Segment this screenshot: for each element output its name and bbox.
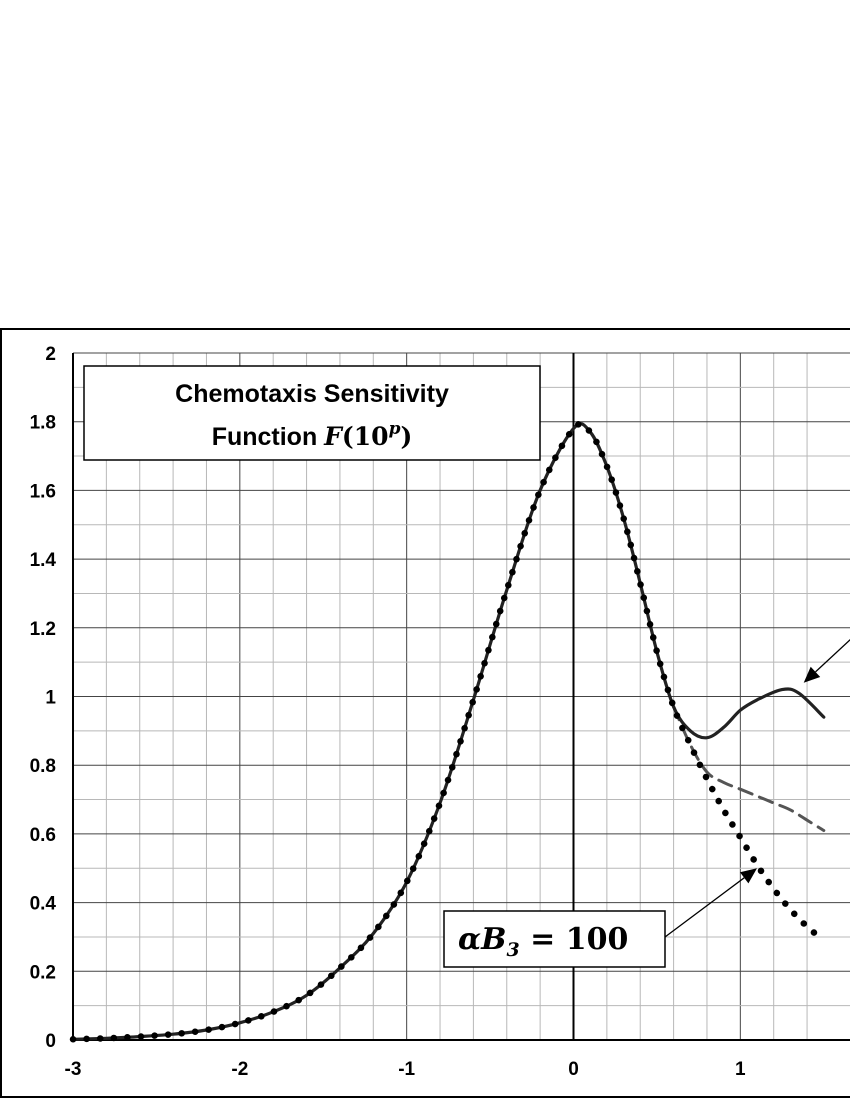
- y-tick-label: 0.2: [30, 962, 56, 983]
- x-tick-label: 1: [735, 1059, 746, 1080]
- title-math-exp: p: [389, 419, 401, 439]
- x-tick-label: -3: [65, 1059, 82, 1080]
- x-tick-label: 0: [568, 1059, 579, 1080]
- solid-pointer-arrow: [815, 638, 850, 673]
- dotted-label-arrowhead: [740, 868, 757, 884]
- chart-border: [0, 328, 850, 1098]
- y-tick-label: 2: [45, 344, 56, 365]
- x-tick-label: -1: [398, 1059, 415, 1080]
- y-tick-label: 0.8: [30, 756, 56, 777]
- dotted-label-alpha: α: [458, 922, 481, 957]
- title-box: Chemotaxis Sensitivity Function F(10p): [83, 365, 541, 461]
- y-tick-label: 1.4: [30, 550, 57, 571]
- title-math-open: (: [342, 422, 354, 451]
- dotted-label-sub: 3: [506, 939, 519, 961]
- y-tick-label: 1: [45, 688, 56, 709]
- dotted-label-arrow: [664, 877, 745, 938]
- dotted-label-text: αB3 = 100: [458, 922, 628, 961]
- dotted-label-box: [443, 910, 666, 968]
- chart-frame: [0, 328, 850, 1098]
- series-group: [69, 420, 828, 1043]
- title-line-1: Chemotaxis Sensitivity: [175, 380, 449, 408]
- title-math-close: ): [400, 422, 412, 451]
- title-line-2: Function F(10p): [212, 419, 413, 451]
- title-math-f: F: [323, 422, 344, 451]
- y-tick-label: 0.4: [30, 894, 57, 915]
- series-solid-line: [71, 422, 826, 1041]
- tick-labels: -3 -2 -1 0 100.20.40.60.811.21.41.61.82: [30, 344, 746, 1080]
- y-tick-label: 1.8: [30, 413, 56, 434]
- title-math-base: 10: [354, 422, 389, 451]
- annotations: αB3 = 100: [443, 638, 850, 968]
- y-tick-label: 0.6: [30, 825, 56, 846]
- x-tick-label: -2: [231, 1059, 248, 1080]
- series-dotted-line: [69, 420, 828, 1043]
- y-tick-label: 0: [45, 1031, 56, 1052]
- y-tick-label: 1.6: [30, 481, 56, 502]
- solid-pointer-arrowhead: [803, 666, 821, 683]
- dotted-label-b: B: [480, 922, 506, 957]
- y-tick-label: 1.2: [30, 619, 56, 640]
- title-line-2-prefix: Function: [212, 423, 324, 451]
- series-dashed-line: [672, 705, 826, 832]
- dotted-label-equals: = 100: [520, 922, 629, 957]
